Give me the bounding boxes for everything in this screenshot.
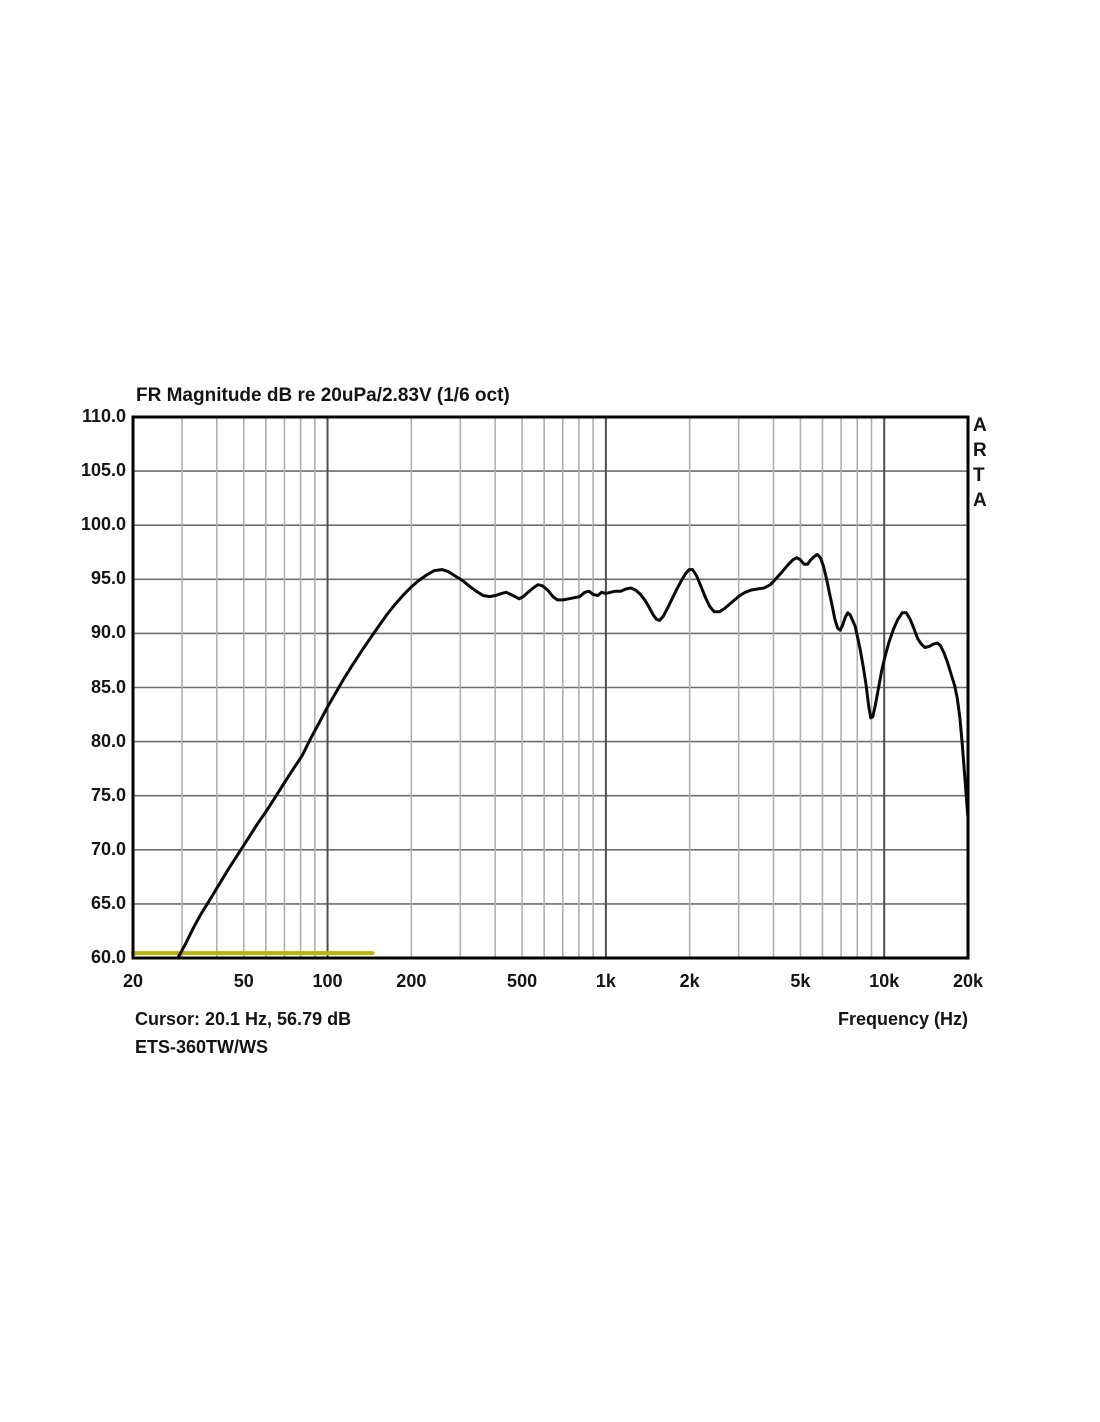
device-label: ETS-360TW/WS bbox=[135, 1037, 269, 1057]
x-tick-label: 500 bbox=[507, 971, 538, 991]
arta-logo-letter: R bbox=[973, 440, 987, 461]
arta-logo-letter: A bbox=[973, 415, 987, 436]
y-tick-label: 75.0 bbox=[90, 784, 126, 805]
x-tick-label: 20k bbox=[952, 971, 984, 991]
x-tick-label: 50 bbox=[233, 971, 254, 991]
cursor-readout: Cursor: 20.1 Hz, 56.79 dB bbox=[135, 1009, 352, 1029]
x-tick-label: 1k bbox=[595, 971, 616, 991]
y-tick-label: 100.0 bbox=[80, 514, 126, 535]
y-tick-label: 80.0 bbox=[90, 730, 126, 751]
y-tick-label: 95.0 bbox=[90, 568, 126, 589]
x-tick-label: 200 bbox=[396, 971, 427, 991]
y-tick-label: 105.0 bbox=[80, 460, 126, 481]
x-tick-label: 20 bbox=[122, 971, 144, 991]
y-tick-label: 65.0 bbox=[90, 892, 126, 913]
y-tick-label: 90.0 bbox=[90, 622, 126, 643]
y-tick-label: 110.0 bbox=[81, 406, 126, 427]
chart-title: FR Magnitude dB re 20uPa/2.83V (1/6 oct) bbox=[136, 385, 510, 406]
x-tick-label: 5k bbox=[790, 971, 811, 991]
frequency-response-curve bbox=[176, 552, 970, 960]
x-tick-label: 100 bbox=[312, 971, 343, 991]
plot-frame bbox=[131, 415, 970, 960]
arta-logo-letter: A bbox=[973, 490, 987, 511]
y-tick-label: 85.0 bbox=[90, 676, 126, 697]
y-tick-label: 60.0 bbox=[90, 947, 126, 968]
x-axis-title: Frequency (Hz) bbox=[837, 1009, 968, 1029]
y-tick-label: 70.0 bbox=[90, 838, 126, 859]
x-tick-label: 10k bbox=[869, 971, 900, 991]
arta-logo-letter: T bbox=[973, 465, 985, 486]
x-tick-label: 2k bbox=[679, 971, 700, 991]
